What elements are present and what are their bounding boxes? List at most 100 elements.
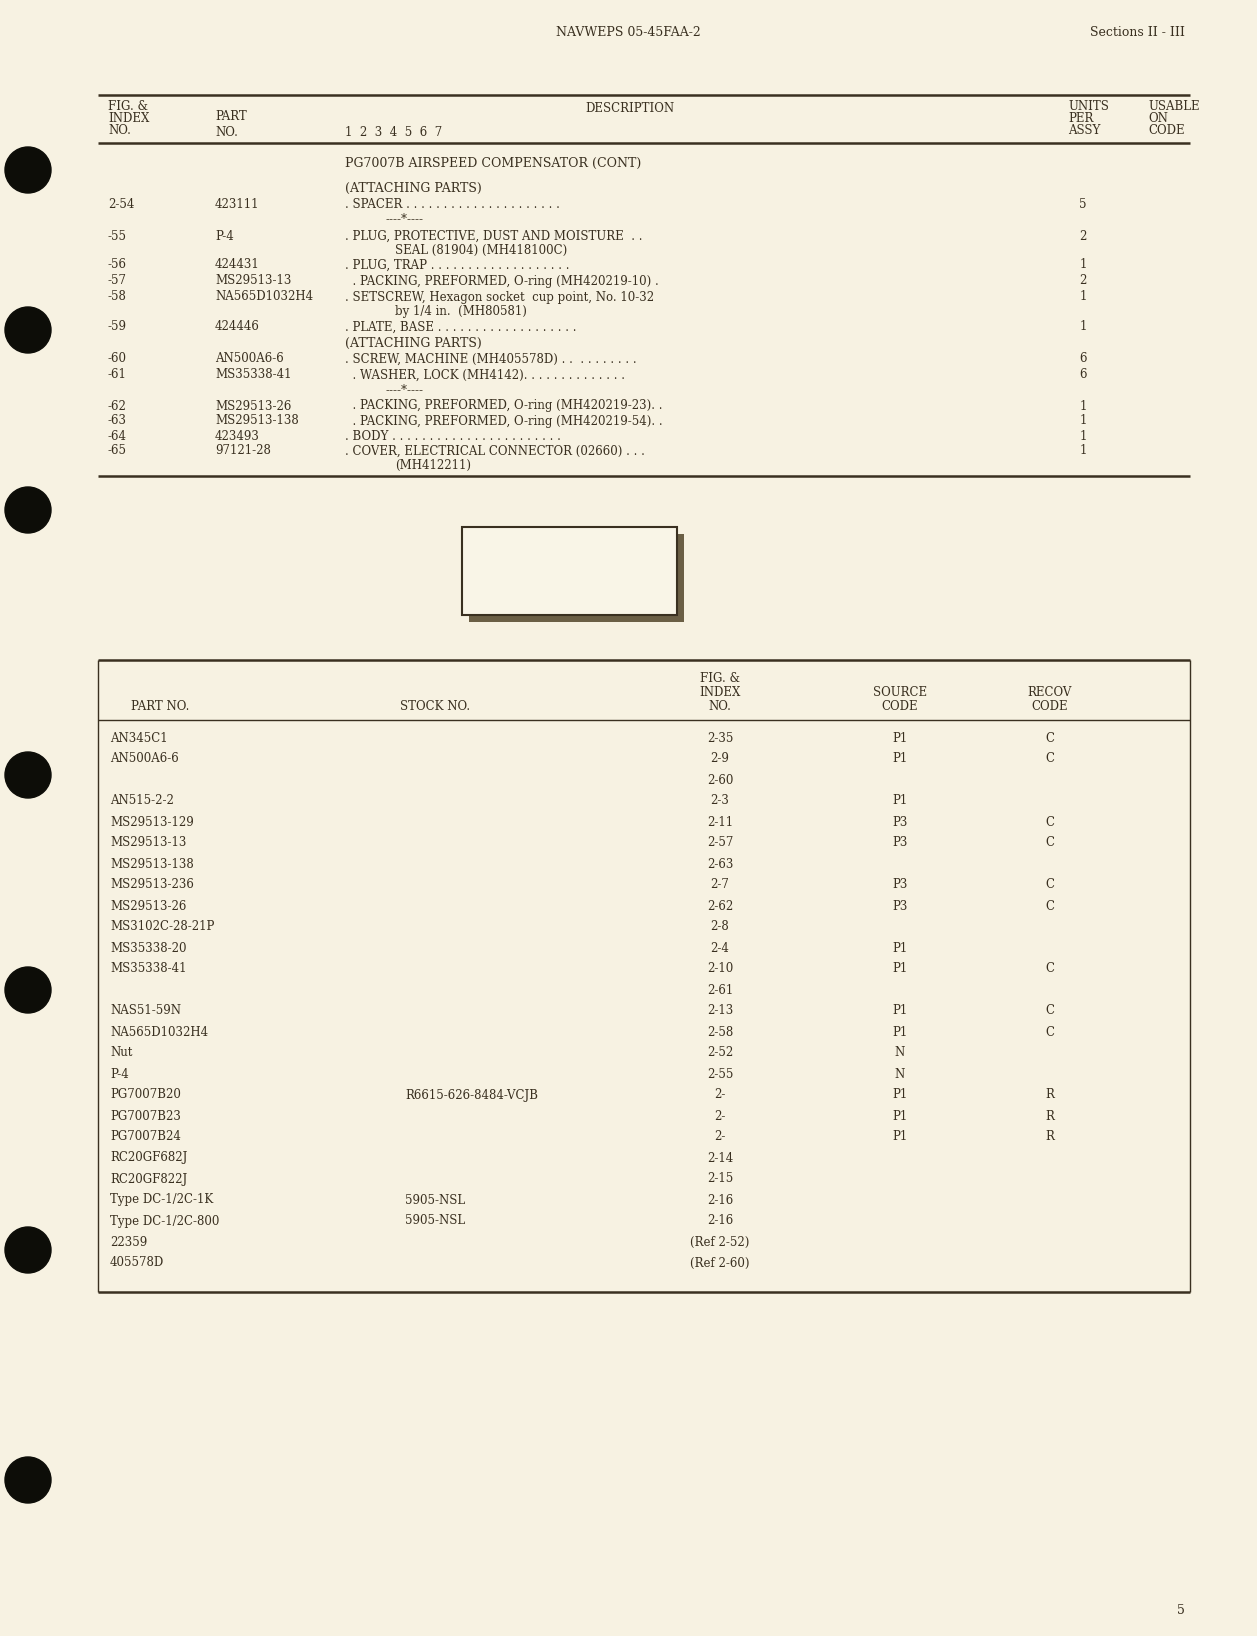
Text: MS3102C-28-21P: MS3102C-28-21P <box>111 921 215 934</box>
Text: . PACKING, PREFORMED, O-ring (MH420219-10) .: . PACKING, PREFORMED, O-ring (MH420219-1… <box>344 275 659 288</box>
Text: DESCRIPTION: DESCRIPTION <box>586 103 675 116</box>
Text: 2-: 2- <box>714 1109 725 1122</box>
Text: C: C <box>1046 1026 1055 1039</box>
Text: RC20GF682J: RC20GF682J <box>111 1152 187 1165</box>
Text: NO.: NO. <box>709 700 732 713</box>
Text: AN500A6-6: AN500A6-6 <box>215 352 284 365</box>
Text: PG7007B AIRSPEED COMPENSATOR (CONT): PG7007B AIRSPEED COMPENSATOR (CONT) <box>344 157 641 170</box>
Text: R: R <box>1046 1130 1055 1144</box>
Text: C: C <box>1046 731 1055 744</box>
Circle shape <box>5 147 52 193</box>
Text: -65: -65 <box>108 445 127 458</box>
Text: -60: -60 <box>108 352 127 365</box>
Circle shape <box>5 753 52 798</box>
Text: MS35338-20: MS35338-20 <box>111 941 186 954</box>
Text: MS29513-129: MS29513-129 <box>111 815 194 828</box>
Text: 2-57: 2-57 <box>706 836 733 849</box>
Text: 2-60: 2-60 <box>706 774 733 787</box>
Bar <box>469 533 684 622</box>
Text: PART NO.: PART NO. <box>131 700 190 713</box>
Text: P-4: P-4 <box>111 1068 128 1080</box>
Text: (Ref 2-60): (Ref 2-60) <box>690 1256 749 1270</box>
Text: MS29513-26: MS29513-26 <box>111 900 186 913</box>
Text: NO.: NO. <box>215 126 238 139</box>
Text: CODE: CODE <box>881 700 919 713</box>
Text: 2-8: 2-8 <box>710 921 729 934</box>
Text: ASSY: ASSY <box>1068 124 1100 137</box>
Text: ----*----: ----*---- <box>385 383 424 396</box>
Text: by 1/4 in.  (MH80581): by 1/4 in. (MH80581) <box>395 304 527 317</box>
Text: AN515-2-2: AN515-2-2 <box>111 795 173 808</box>
Text: P1: P1 <box>892 1026 908 1039</box>
Text: C: C <box>1046 1005 1055 1018</box>
Text: 2-35: 2-35 <box>706 731 733 744</box>
Text: . SETSCREW, Hexagon socket  cup point, No. 10-32: . SETSCREW, Hexagon socket cup point, No… <box>344 291 654 304</box>
Text: C: C <box>1046 879 1055 892</box>
Text: -56: -56 <box>108 258 127 272</box>
Circle shape <box>5 488 52 533</box>
Text: 2-4: 2-4 <box>710 941 729 954</box>
Text: NAS51-59N: NAS51-59N <box>111 1005 181 1018</box>
Text: 1: 1 <box>1080 399 1087 412</box>
Text: 2-55: 2-55 <box>706 1068 733 1080</box>
Text: RC20GF822J: RC20GF822J <box>111 1173 187 1186</box>
Text: INDEX: INDEX <box>699 685 740 699</box>
Text: . PLATE, BASE . . . . . . . . . . . . . . . . . . .: . PLATE, BASE . . . . . . . . . . . . . … <box>344 321 577 334</box>
Text: P1: P1 <box>892 1109 908 1122</box>
Text: . PACKING, PREFORMED, O-ring (MH420219-23). .: . PACKING, PREFORMED, O-ring (MH420219-2… <box>344 399 662 412</box>
Text: C: C <box>1046 962 1055 975</box>
Text: 1: 1 <box>1080 414 1087 427</box>
Text: 6: 6 <box>1080 368 1087 381</box>
Text: 2-13: 2-13 <box>706 1005 733 1018</box>
Text: (ATTACHING PARTS): (ATTACHING PARTS) <box>344 337 481 350</box>
Text: . SPACER . . . . . . . . . . . . . . . . . . . . .: . SPACER . . . . . . . . . . . . . . . .… <box>344 198 559 211</box>
Text: P3: P3 <box>892 879 908 892</box>
Text: CODE: CODE <box>1032 700 1068 713</box>
Text: SOURCE: SOURCE <box>872 685 928 699</box>
Text: 1: 1 <box>1080 321 1087 334</box>
Text: FIG. &: FIG. & <box>108 100 148 113</box>
Text: 5: 5 <box>1177 1603 1185 1616</box>
Text: AN500A6-6: AN500A6-6 <box>111 753 178 766</box>
Text: C: C <box>1046 836 1055 849</box>
Text: -58: -58 <box>108 291 127 304</box>
Text: 2-7: 2-7 <box>710 879 729 892</box>
Text: 2: 2 <box>1080 229 1087 242</box>
Text: P3: P3 <box>892 900 908 913</box>
Text: P3: P3 <box>892 815 908 828</box>
Text: 2-14: 2-14 <box>706 1152 733 1165</box>
Text: 2-58: 2-58 <box>706 1026 733 1039</box>
Text: 5: 5 <box>1080 198 1087 211</box>
Text: MS29513-13: MS29513-13 <box>215 275 292 288</box>
Text: -63: -63 <box>108 414 127 427</box>
Text: 2-3: 2-3 <box>710 795 729 808</box>
Text: CODE: CODE <box>1148 124 1184 137</box>
Text: RECOV: RECOV <box>1028 685 1072 699</box>
Text: (Ref 2-52): (Ref 2-52) <box>690 1235 749 1248</box>
Text: 2-9: 2-9 <box>710 753 729 766</box>
Text: P1: P1 <box>892 941 908 954</box>
Text: . WASHER, LOCK (MH4142). . . . . . . . . . . . . .: . WASHER, LOCK (MH4142). . . . . . . . .… <box>344 368 625 381</box>
Text: . SCREW, MACHINE (MH405578D) . .  . . . . . . . .: . SCREW, MACHINE (MH405578D) . . . . . .… <box>344 352 636 365</box>
Text: AN345C1: AN345C1 <box>111 731 167 744</box>
Text: FIG. &: FIG. & <box>700 671 740 684</box>
Text: N: N <box>895 1068 905 1080</box>
Text: P1: P1 <box>892 962 908 975</box>
Text: MS35338-41: MS35338-41 <box>111 962 186 975</box>
Circle shape <box>5 308 52 353</box>
Text: 2-52: 2-52 <box>706 1047 733 1060</box>
Text: PART: PART <box>215 111 246 123</box>
Text: Type DC-1/2C-1K: Type DC-1/2C-1K <box>111 1194 214 1206</box>
Text: -61: -61 <box>108 368 127 381</box>
Text: 2-16: 2-16 <box>706 1214 733 1227</box>
Text: . PLUG, TRAP . . . . . . . . . . . . . . . . . . .: . PLUG, TRAP . . . . . . . . . . . . . .… <box>344 258 569 272</box>
Text: 2-15: 2-15 <box>706 1173 733 1186</box>
Text: NO.: NO. <box>108 124 131 137</box>
Text: INDEX: INDEX <box>108 113 150 126</box>
Text: STOCK NO.: STOCK NO. <box>400 700 470 713</box>
Text: P3: P3 <box>892 836 908 849</box>
Text: 5905-NSL: 5905-NSL <box>405 1194 465 1206</box>
Text: 1  2  3  4  5  6  7: 1 2 3 4 5 6 7 <box>344 126 442 139</box>
Text: 2-10: 2-10 <box>706 962 733 975</box>
Text: PG7007B24: PG7007B24 <box>111 1130 181 1144</box>
